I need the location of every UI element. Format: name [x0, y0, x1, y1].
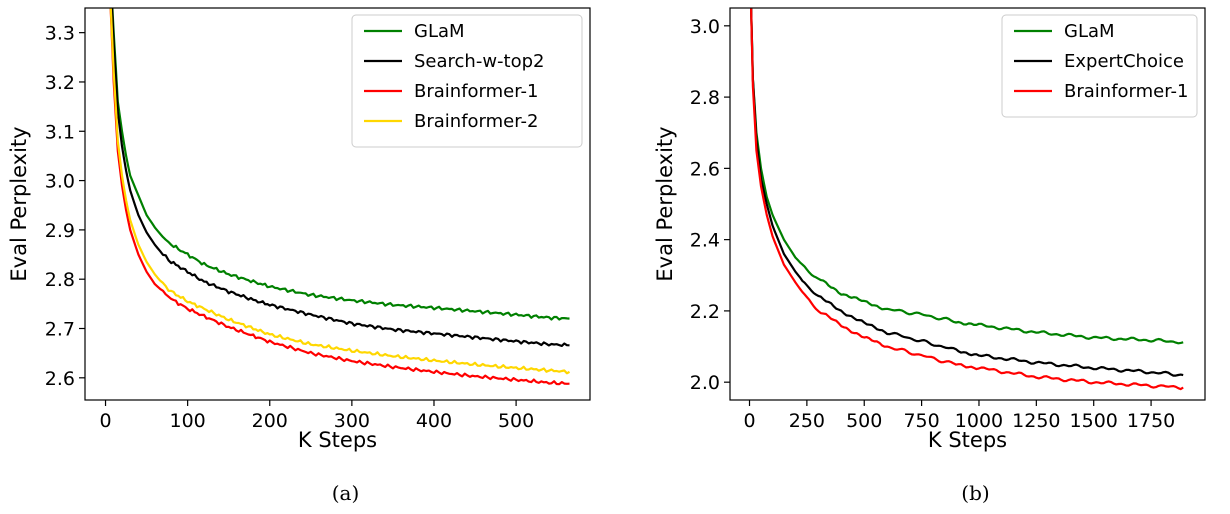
- y-tick-label: 3.1: [45, 121, 75, 143]
- x-tick-label: 200: [252, 410, 288, 432]
- y-tick-label: 2.6: [690, 158, 720, 180]
- chart-panel-b: 0 250 500 750 1000 1250 1500 1750 2.0 2.2 2.4 2.6 2.…: [653, 7, 1206, 505]
- legend: GLaM ExpertChoice Brainformer-1: [1001, 14, 1198, 118]
- panel-caption: (b): [961, 481, 989, 505]
- y-tick-label: 3.3: [45, 23, 75, 45]
- y-tick-label: 2.7: [45, 319, 75, 341]
- legend: GLaM Search-w-top2 Brainformer-1 Brainforme…: [351, 14, 583, 148]
- x-tick-label: 0: [99, 410, 111, 432]
- x-tick-label: 400: [416, 410, 452, 432]
- legend-box: [351, 14, 583, 148]
- plot-frame: [729, 7, 1206, 401]
- series-line-brainformer-1: [750, 8, 1184, 391]
- y-tick-label: 3.2: [45, 72, 75, 94]
- x-tick-label: 500: [498, 410, 534, 432]
- x-tick-label: 1000: [955, 410, 1003, 432]
- series-line-expertchoice: [750, 8, 1184, 377]
- series-lines: [109, 8, 571, 386]
- series-line-glam: [111, 8, 570, 321]
- x-axis-label: K Steps: [298, 428, 377, 452]
- x-tick-label: 300: [334, 410, 370, 432]
- x-tick-label: 0: [743, 410, 755, 432]
- x-tick-label: 1500: [1070, 410, 1118, 432]
- legend-entry: Brainformer-1: [414, 81, 538, 102]
- y-tick-label: 2.2: [690, 301, 720, 323]
- y-tick-label: 3.0: [45, 171, 75, 193]
- y-tick-label: 2.4: [690, 230, 720, 252]
- series-line-glam: [750, 8, 1184, 345]
- legend-entry: Brainformer-2: [414, 111, 538, 132]
- y-tick-label: 2.6: [45, 368, 75, 390]
- chart-panel-a: 0 100 200 300 400 500 2.6 2.7 2.8 2.9 3.0 3.1 3.2 3.3…: [7, 7, 591, 505]
- y-tick-label: 2.8: [690, 87, 720, 109]
- x-tick-label: 500: [846, 410, 882, 432]
- series-line-brainformer-2: [109, 8, 571, 375]
- y-tick-label: 2.0: [690, 372, 720, 394]
- series-lines: [750, 8, 1184, 391]
- y-axis-label: Eval Perplexity: [653, 126, 677, 281]
- x-tick-label: 750: [903, 410, 939, 432]
- panel-caption: (a): [332, 481, 360, 505]
- legend-entry: Brainformer-1: [1064, 81, 1188, 102]
- x-tick-label: 1250: [1012, 410, 1060, 432]
- legend-entry: ExpertChoice: [1064, 51, 1184, 72]
- series-line-search-w-top2: [110, 8, 570, 347]
- x-axis-label: K Steps: [928, 428, 1007, 452]
- y-tick-label: 3.0: [690, 16, 720, 38]
- legend-entry: Search-w-top2: [414, 51, 545, 72]
- legend-entry: GLaM: [414, 21, 465, 42]
- legend-entry: GLaM: [1064, 21, 1115, 42]
- x-tick-label: 1750: [1127, 410, 1175, 432]
- y-tick-label: 2.9: [45, 220, 75, 242]
- x-tick-label: 250: [789, 410, 825, 432]
- y-axis-label: Eval Perplexity: [7, 126, 31, 281]
- series-line-brainformer-1: [109, 8, 570, 386]
- plot-frame: [84, 7, 591, 401]
- y-tick-label: 2.8: [45, 269, 75, 291]
- x-tick-label: 100: [170, 410, 206, 432]
